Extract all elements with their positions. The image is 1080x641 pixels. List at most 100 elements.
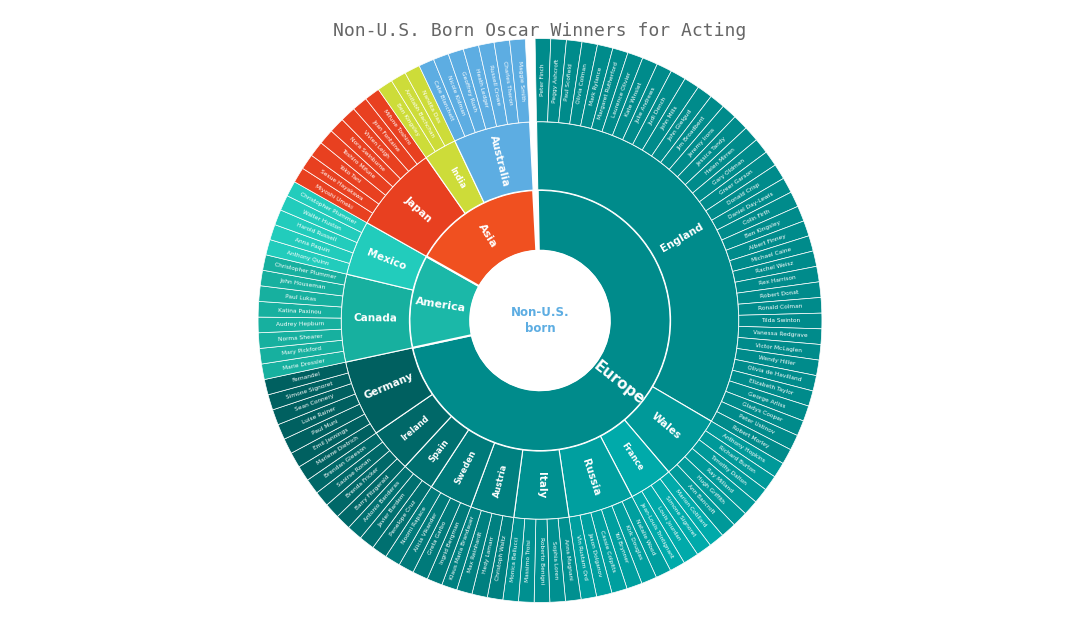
Text: Russell Crowe: Russell Crowe: [488, 64, 500, 105]
Wedge shape: [602, 53, 643, 135]
Text: Luise Rainer: Luise Rainer: [301, 406, 337, 425]
Wedge shape: [259, 340, 343, 364]
Text: Tilda Swinton: Tilda Swinton: [760, 319, 800, 324]
Wedge shape: [431, 430, 495, 507]
Text: Vanessa Redgrave: Vanessa Redgrave: [753, 330, 808, 338]
Text: Judi Dench: Judi Dench: [648, 96, 667, 126]
Wedge shape: [275, 210, 357, 253]
Wedge shape: [400, 493, 450, 572]
Wedge shape: [699, 431, 774, 490]
Text: Albert Finney: Albert Finney: [748, 233, 786, 251]
Text: Roberto Benigni: Roberto Benigni: [539, 537, 544, 585]
Text: Robert Donat: Robert Donat: [759, 290, 798, 299]
Wedge shape: [592, 48, 627, 131]
Wedge shape: [347, 222, 427, 290]
Wedge shape: [661, 96, 724, 169]
Text: Heath Ledger: Heath Ledger: [474, 67, 488, 108]
Text: Ireland: Ireland: [400, 414, 431, 443]
Text: Natalie Wood: Natalie Wood: [634, 518, 657, 555]
Text: Laurence Olivier: Laurence Olivier: [611, 71, 632, 118]
Wedge shape: [510, 39, 529, 123]
Text: Anthony Hopkins: Anthony Hopkins: [721, 433, 766, 463]
Wedge shape: [386, 487, 441, 565]
Wedge shape: [612, 58, 658, 140]
Wedge shape: [651, 479, 711, 554]
Wedge shape: [258, 329, 342, 349]
Text: Walter Huston: Walter Huston: [301, 209, 341, 231]
Wedge shape: [537, 122, 739, 421]
Text: Victor McLaglen: Victor McLaglen: [755, 342, 802, 353]
Text: Elizabeth Taylor: Elizabeth Taylor: [748, 378, 794, 396]
Text: Harold Russell: Harold Russell: [296, 222, 337, 242]
Wedge shape: [337, 459, 405, 528]
Text: Amitabh Bachchan: Amitabh Bachchan: [403, 88, 435, 138]
Wedge shape: [623, 64, 672, 145]
Wedge shape: [367, 158, 465, 256]
Text: Javier Bardem: Javier Bardem: [377, 492, 407, 528]
Text: Donald Crisp: Donald Crisp: [727, 181, 761, 206]
Wedge shape: [292, 414, 370, 467]
Text: Helen Mirren: Helen Mirren: [704, 147, 735, 176]
Text: Kate Winslet: Kate Winslet: [624, 81, 644, 117]
Text: Mifune Toshiro: Mifune Toshiro: [382, 109, 411, 146]
Wedge shape: [685, 449, 756, 513]
Wedge shape: [692, 140, 766, 202]
Text: Katina Paxinou: Katina Paxinou: [278, 308, 322, 314]
Wedge shape: [643, 79, 699, 156]
Text: John Mills: John Mills: [660, 105, 679, 131]
Wedge shape: [712, 178, 791, 230]
Text: Kirk Douglas: Kirk Douglas: [623, 524, 643, 560]
Text: Antonio Banderas: Antonio Banderas: [363, 480, 401, 523]
Text: Margaret Rutherford: Margaret Rutherford: [597, 61, 620, 119]
Wedge shape: [284, 404, 365, 453]
Text: Penelope Cruz: Penelope Cruz: [389, 499, 417, 537]
Wedge shape: [287, 182, 367, 233]
Text: Vin Rustam Ord: Vin Rustam Ord: [576, 534, 589, 580]
Wedge shape: [738, 297, 822, 315]
Text: Peggy Ashcroft: Peggy Ashcroft: [552, 58, 559, 103]
Text: Geoffrey Rush: Geoffrey Rush: [459, 71, 477, 112]
Text: Marion Cotillard: Marion Cotillard: [674, 488, 707, 528]
Wedge shape: [261, 351, 346, 379]
Wedge shape: [633, 71, 685, 150]
Wedge shape: [726, 221, 809, 261]
Wedge shape: [448, 49, 486, 133]
Text: Robert Morley: Robert Morley: [731, 424, 770, 449]
Wedge shape: [426, 141, 484, 213]
Text: Christopher Plummer: Christopher Plummer: [298, 191, 356, 225]
Text: Sesue Hayakawa: Sesue Hayakawa: [319, 169, 364, 201]
Text: Miyoshi Umeki: Miyoshi Umeki: [314, 183, 354, 210]
Text: Christoph Waltz: Christoph Waltz: [496, 535, 508, 581]
Wedge shape: [278, 394, 360, 439]
Text: India: India: [447, 165, 467, 190]
Wedge shape: [735, 349, 819, 376]
Wedge shape: [600, 420, 669, 497]
Wedge shape: [717, 192, 798, 240]
Text: Maggie Smith: Maggie Smith: [516, 60, 525, 101]
Text: Austria: Austria: [491, 463, 509, 498]
Text: Jeremy Irons: Jeremy Irons: [687, 127, 716, 158]
Text: Barry Fitzgerald: Barry Fitzgerald: [354, 474, 390, 511]
Wedge shape: [700, 152, 775, 211]
Text: Monica Bellucci: Monica Bellucci: [510, 537, 519, 583]
Wedge shape: [559, 437, 632, 517]
Text: Mexico: Mexico: [366, 248, 408, 272]
Wedge shape: [427, 190, 537, 286]
Text: Wales: Wales: [649, 412, 683, 442]
Wedge shape: [735, 266, 820, 293]
Text: Colin Firth: Colin Firth: [743, 208, 771, 226]
Wedge shape: [726, 381, 809, 421]
Wedge shape: [455, 122, 534, 203]
Wedge shape: [569, 42, 597, 126]
Text: Audrey Hepburn: Audrey Hepburn: [275, 321, 324, 327]
Wedge shape: [281, 196, 362, 242]
Wedge shape: [272, 383, 355, 424]
Text: Ben Kingsley: Ben Kingsley: [395, 103, 420, 137]
Wedge shape: [341, 274, 413, 362]
Wedge shape: [692, 440, 766, 502]
Wedge shape: [518, 519, 536, 603]
Wedge shape: [342, 109, 408, 179]
Wedge shape: [354, 99, 417, 171]
Text: Sweden: Sweden: [454, 449, 478, 487]
Wedge shape: [302, 155, 379, 213]
